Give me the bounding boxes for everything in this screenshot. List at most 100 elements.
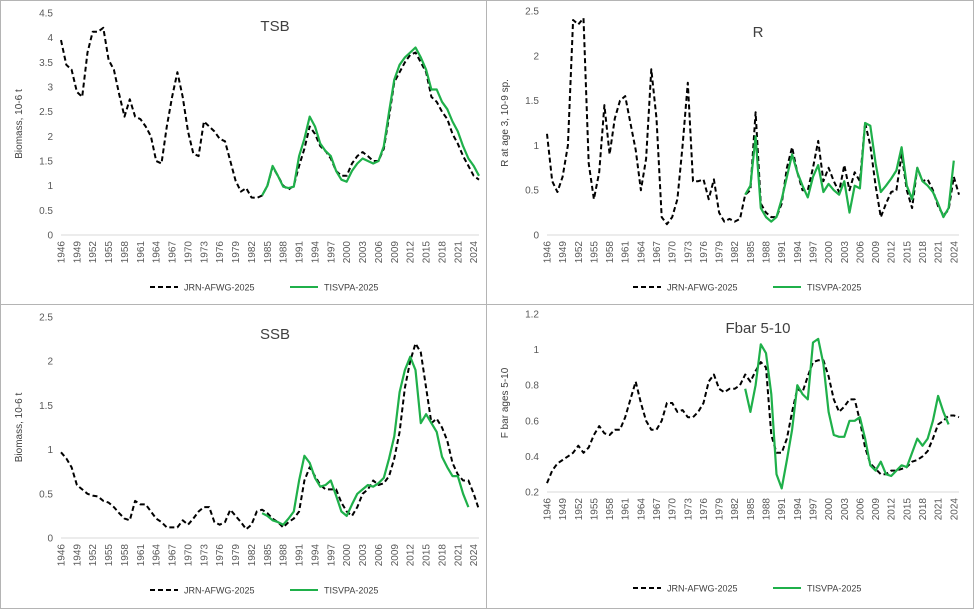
- x-tick-label: 1985: [263, 544, 274, 567]
- x-tick-label: 1967: [652, 241, 663, 264]
- x-tick-label: 1952: [574, 498, 585, 521]
- x-tick-label: 2018: [918, 498, 929, 521]
- x-tick-label: 1991: [777, 241, 788, 264]
- x-tick-label: 1952: [88, 241, 99, 264]
- y-tick-label: 1.2: [525, 310, 539, 321]
- x-tick-label: 1988: [279, 241, 290, 264]
- y-tick-label: 1: [47, 181, 53, 192]
- y-tick-label: 0.4: [525, 452, 539, 463]
- chart-fbar: Fbar 5-10 F bar ages 5-10 0.2 0.4 0.6 0.8 1 1.2…: [500, 310, 960, 594]
- legend-label-tisvpa-2025: TISVPA-2025: [807, 283, 861, 293]
- x-tick-label: 1979: [231, 544, 242, 567]
- x-tick-label: 2006: [374, 241, 385, 264]
- x-tick-label: 2000: [824, 498, 835, 521]
- y-tick-label: 1: [533, 345, 539, 356]
- chart-title: SSB: [260, 326, 290, 343]
- x-tick-label: 1994: [793, 241, 804, 264]
- x-tick-label: 1949: [72, 241, 83, 264]
- x-tick-label: 1979: [231, 241, 242, 264]
- y-tick-label: 0.6: [525, 416, 539, 427]
- chart-panel-fbar: Fbar 5-10 F bar ages 5-10 0.2 0.4 0.6 0.8 1 1.2…: [486, 304, 974, 609]
- y-tick-label: 4: [47, 33, 53, 44]
- y-tick-label: 1: [533, 141, 539, 152]
- x-tick-label: 2015: [422, 241, 433, 264]
- y-tick-label: 0: [47, 231, 53, 242]
- legend-label-jrn-afwg-2025: JRN-AFWG-2025: [667, 283, 738, 293]
- x-tick-label: 1961: [136, 544, 147, 567]
- x-tick-label: 2012: [887, 498, 898, 521]
- chart-title: R: [753, 24, 764, 41]
- y-tick-label: 1.5: [39, 157, 53, 168]
- x-tick-label: 1949: [558, 498, 569, 521]
- x-tick-label: 1958: [605, 241, 616, 264]
- y-axis-label: R at age 3, 10-9 sp.: [500, 79, 511, 167]
- y-tick-label: 2: [533, 51, 539, 62]
- x-tick-label: 2021: [453, 241, 464, 264]
- x-tick-label: 1964: [636, 498, 647, 521]
- y-tick-label: 1.5: [525, 96, 539, 107]
- x-tick-label: 1973: [683, 241, 694, 264]
- x-tick-label: 2021: [934, 498, 945, 521]
- x-tick-label: 2015: [902, 241, 913, 264]
- x-tick-label: 2015: [422, 544, 433, 567]
- x-tick-label: 1976: [699, 498, 710, 521]
- x-tick-label: 2000: [342, 241, 353, 264]
- x-tick-label: 1961: [136, 241, 147, 264]
- x-tick-label: 1952: [574, 241, 585, 264]
- x-tick-label: 1994: [793, 498, 804, 521]
- x-tick-label: 1970: [183, 241, 194, 264]
- x-tick-label: 2003: [840, 241, 851, 264]
- y-axis-label: Biomass, 10-6 t: [14, 393, 25, 463]
- x-tick-label: 2006: [374, 544, 385, 567]
- y-tick-label: 2: [47, 357, 53, 368]
- x-tick-label: 2009: [390, 241, 401, 264]
- x-tick-label: 2024: [469, 544, 480, 567]
- series-line-jrn-afwg-2025: [60, 342, 480, 531]
- series-line-jrn-afwg-2025: [546, 17, 960, 226]
- x-tick-label: 1997: [326, 544, 337, 567]
- x-tick-label: 2000: [342, 544, 353, 567]
- x-tick-label: 1979: [715, 241, 726, 264]
- x-tick-label: 2000: [824, 241, 835, 264]
- x-tick-label: 1973: [683, 498, 694, 521]
- x-tick-label: 1955: [589, 498, 600, 521]
- x-tick-label: 2012: [887, 241, 898, 264]
- x-tick-label: 1976: [215, 241, 226, 264]
- y-tick-label: 1: [47, 445, 53, 456]
- x-tick-label: 1961: [621, 498, 632, 521]
- x-tick-label: 1982: [730, 498, 741, 521]
- legend-label-jrn-afwg-2025: JRN-AFWG-2025: [184, 586, 255, 596]
- y-tick-label: 0.5: [39, 489, 53, 500]
- y-tick-label: 2: [47, 132, 53, 143]
- y-tick-label: 0.2: [525, 488, 539, 499]
- x-tick-label: 1955: [589, 241, 600, 264]
- x-tick-label: 1967: [168, 241, 179, 264]
- x-tick-label: 1982: [247, 544, 258, 567]
- series-line-tisvpa-2025: [744, 121, 955, 223]
- chart-r: R R at age 3, 10-9 sp. 0 0.5 1 1.5 2 2.5 1946 194…: [500, 7, 960, 293]
- x-tick-label: 1976: [699, 241, 710, 264]
- y-tick-label: 2.5: [39, 107, 53, 118]
- x-tick-label: 2003: [358, 241, 369, 264]
- x-tick-label: 1991: [295, 544, 306, 567]
- x-tick-label: 1946: [57, 241, 68, 264]
- x-tick-label: 2006: [855, 241, 866, 264]
- chart-title: Fbar 5-10: [725, 320, 790, 337]
- x-tick-label: 2024: [949, 498, 960, 521]
- y-tick-label: 3.5: [39, 58, 53, 69]
- x-tick-label: 2012: [406, 241, 417, 264]
- x-tick-label: 1958: [605, 498, 616, 521]
- x-tick-label: 1958: [120, 241, 131, 264]
- x-tick-label: 2012: [406, 544, 417, 567]
- x-tick-label: 1964: [636, 241, 647, 264]
- x-tick-label: 2006: [855, 498, 866, 521]
- x-tick-label: 1997: [808, 241, 819, 264]
- x-tick-label: 2024: [949, 241, 960, 264]
- x-tick-label: 1946: [57, 544, 68, 567]
- x-tick-label: 1946: [543, 498, 554, 521]
- series-line-jrn-afwg-2025: [546, 359, 960, 484]
- y-tick-label: 3: [47, 83, 53, 94]
- x-tick-label: 2009: [871, 498, 882, 521]
- legend-label-tisvpa-2025: TISVPA-2025: [807, 584, 861, 594]
- y-axis-label: Biomass, 10-6 t: [14, 89, 25, 159]
